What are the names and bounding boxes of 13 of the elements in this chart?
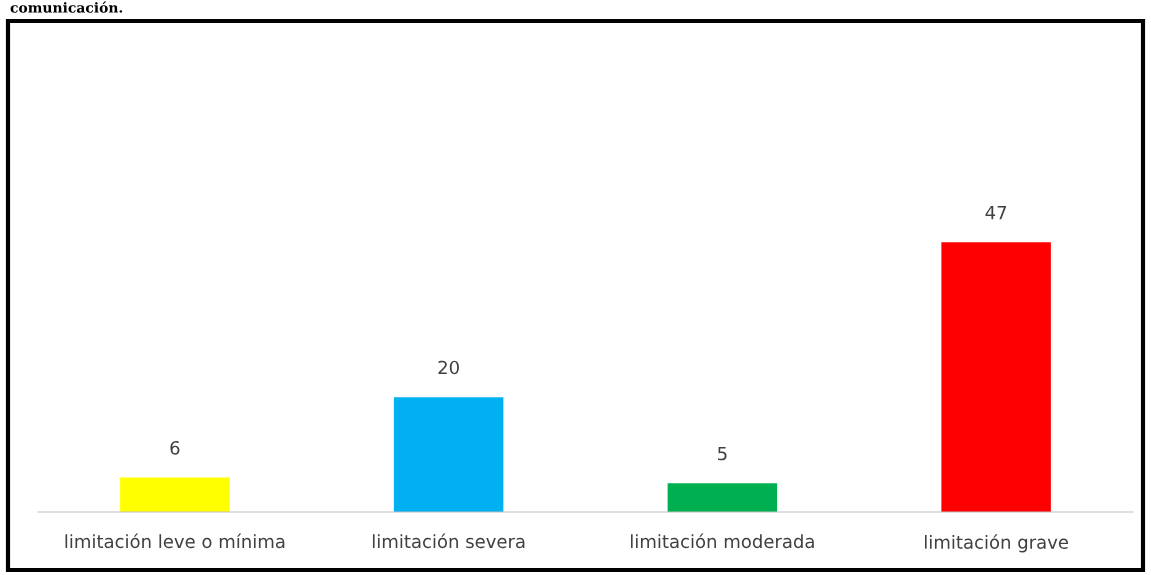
bar bbox=[941, 242, 1051, 512]
bar bbox=[667, 483, 778, 512]
chart-title: comunicación. bbox=[10, 1, 123, 13]
bar bbox=[120, 477, 230, 512]
data-label: 47 bbox=[985, 205, 1007, 220]
bar bbox=[393, 397, 504, 512]
data-label: 20 bbox=[438, 360, 459, 375]
x-tick-label: limitación grave bbox=[924, 534, 1069, 553]
x-tick-label: limitación moderada bbox=[630, 533, 814, 549]
x-tick-label: limitación severa bbox=[372, 533, 525, 549]
data-label: 6 bbox=[170, 440, 180, 455]
data-label: 5 bbox=[718, 446, 727, 461]
x-tick-label: limitación leve o mínima bbox=[65, 533, 285, 549]
